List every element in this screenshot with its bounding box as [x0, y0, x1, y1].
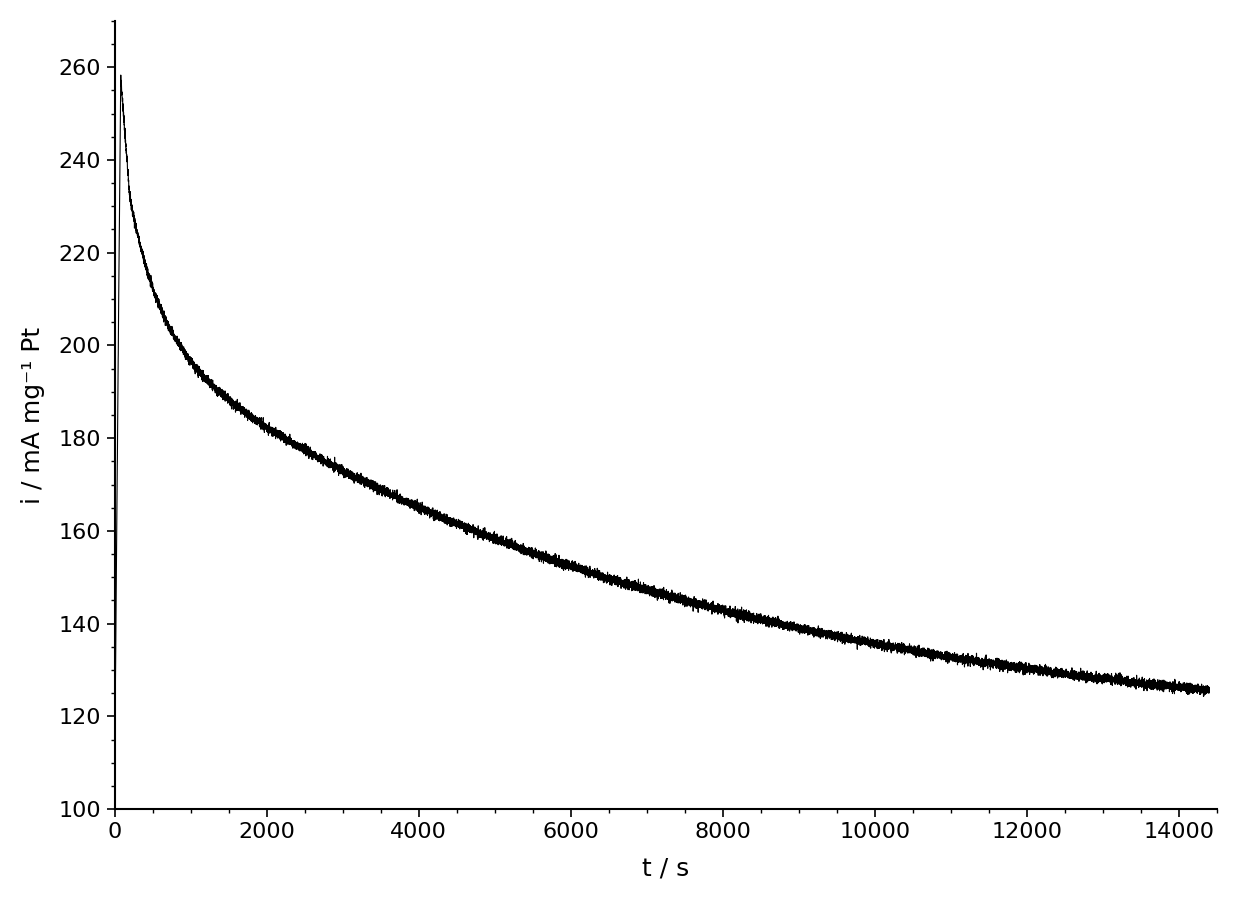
- X-axis label: t / s: t / s: [642, 856, 689, 880]
- Y-axis label: i / mA mg⁻¹ Pt: i / mA mg⁻¹ Pt: [21, 326, 45, 504]
